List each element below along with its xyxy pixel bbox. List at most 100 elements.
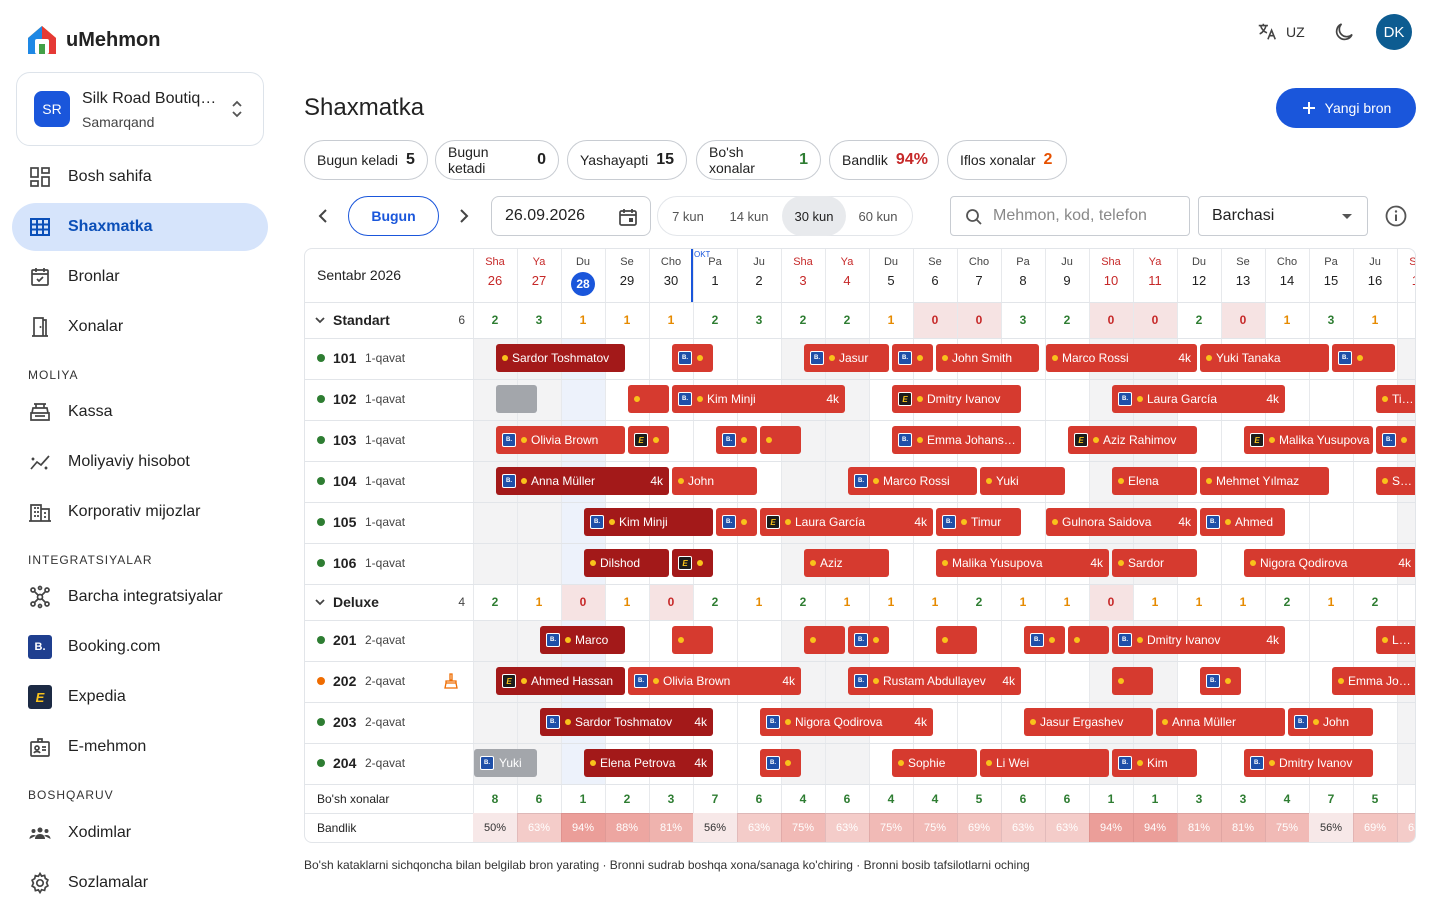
dark-mode-icon[interactable] xyxy=(1332,20,1356,44)
booking-bar[interactable]: Mehmet Yılmaz xyxy=(1200,467,1329,495)
nav-item-kassa[interactable]: Kassa xyxy=(12,388,268,436)
booking-bar[interactable]: B. Yuki xyxy=(474,749,537,777)
booking-bar[interactable]: B. Dmitry Ivanov 4k xyxy=(1112,626,1285,654)
room-number[interactable]: 102 xyxy=(333,391,357,407)
booking-bar[interactable]: B. Rustam Abdullayev 4k xyxy=(848,667,1021,695)
user-avatar[interactable]: DK xyxy=(1376,14,1412,50)
day-header[interactable]: Pa 1 xyxy=(693,249,737,302)
range-7-kun[interactable]: 7 kun xyxy=(672,208,704,224)
booking-bar[interactable]: B. xyxy=(1376,426,1415,454)
booking-bar[interactable]: Sardor xyxy=(1112,549,1197,577)
day-header[interactable]: Ju 9 xyxy=(1045,249,1089,302)
booking-bar[interactable]: B. xyxy=(672,344,713,372)
booking-bar[interactable] xyxy=(672,626,713,654)
room-number[interactable]: 105 xyxy=(333,514,357,530)
nav-item-moliyaviy-hisobot[interactable]: Moliyaviy hisobot xyxy=(12,438,268,486)
collapse-chevron-icon[interactable] xyxy=(313,313,327,327)
collapse-chevron-icon[interactable] xyxy=(313,595,327,609)
booking-bar[interactable]: B. Jasur xyxy=(804,344,889,372)
booking-bar[interactable]: B. xyxy=(716,508,757,536)
room-number[interactable]: 104 xyxy=(333,473,357,489)
day-header[interactable]: Se 29 xyxy=(605,249,649,302)
nav-item-sozlamalar[interactable]: Sozlamalar xyxy=(12,859,268,907)
booking-bar[interactable]: Yuki xyxy=(980,467,1065,495)
booking-bar[interactable]: B. Timur xyxy=(936,508,1021,536)
booking-bar[interactable]: B. xyxy=(1200,667,1241,695)
today-button[interactable]: Bugun xyxy=(348,196,439,236)
nav-item-bosh-sahifa[interactable]: Bosh sahifa xyxy=(12,153,268,201)
room-filter-select[interactable]: Barchasi xyxy=(1198,196,1368,236)
day-header[interactable]: Ya 11 xyxy=(1133,249,1177,302)
day-header[interactable]: Ya 27 xyxy=(517,249,561,302)
nav-item-shaxmatka[interactable]: Shaxmatka xyxy=(12,203,268,251)
booking-bar[interactable] xyxy=(1112,667,1153,695)
booking-bar[interactable] xyxy=(760,426,801,454)
booking-bar[interactable]: Gulnora Saidova 4k xyxy=(1046,508,1197,536)
day-header[interactable]: Cho 30 xyxy=(649,249,693,302)
stat-chip[interactable]: Bugun ketadi 0 xyxy=(435,140,559,180)
calendar-icon[interactable] xyxy=(618,207,638,227)
booking-bar[interactable]: B. Olivia Brown 4k xyxy=(628,667,801,695)
booking-bar[interactable]: B. Dmitry Ivanov xyxy=(1244,749,1373,777)
room-number[interactable]: 202 xyxy=(333,673,357,689)
booking-bar[interactable]: E Ahmed Hassan xyxy=(496,667,625,695)
nav-item-barcha-integratsiyalar[interactable]: Barcha integratsiyalar xyxy=(12,573,268,621)
day-header[interactable]: Pa 15 xyxy=(1309,249,1353,302)
booking-bar[interactable] xyxy=(628,385,669,413)
booking-bar[interactable] xyxy=(804,626,845,654)
booking-bar[interactable]: Marco Rossi 4k xyxy=(1046,344,1197,372)
booking-bar[interactable]: B. Emma Johansson xyxy=(892,426,1021,454)
booking-bar[interactable] xyxy=(1068,626,1109,654)
day-header[interactable]: Du 5 xyxy=(869,249,913,302)
booking-bar[interactable]: B. Olivia Brown xyxy=(496,426,625,454)
nav-item-booking-com[interactable]: B. Booking.com xyxy=(12,623,268,671)
nav-item-e-mehmon[interactable]: E-mehmon xyxy=(12,723,268,771)
day-header[interactable]: Ya 4 xyxy=(825,249,869,302)
booking-bar[interactable]: B. Ahmed xyxy=(1200,508,1285,536)
booking-bar[interactable]: B. John xyxy=(1288,708,1373,736)
nav-item-expedia[interactable]: E Expedia xyxy=(12,673,268,721)
booking-bar[interactable] xyxy=(496,385,537,413)
booking-bar[interactable]: E xyxy=(672,549,713,577)
room-number[interactable]: 204 xyxy=(333,755,357,771)
language-switch[interactable]: UZ xyxy=(1256,20,1305,44)
day-header[interactable]: Se 6 xyxy=(913,249,957,302)
booking-bar[interactable]: Laura xyxy=(1376,626,1415,654)
booking-bar[interactable]: B. xyxy=(1332,344,1395,372)
next-arrow-icon[interactable] xyxy=(453,206,473,226)
category-name[interactable]: Deluxe xyxy=(333,594,379,610)
booking-bar[interactable]: B. Laura García 4k xyxy=(1112,385,1285,413)
booking-bar[interactable]: E Malika Yusupova xyxy=(1244,426,1373,454)
day-header[interactable]: Du 28 xyxy=(561,249,605,302)
stat-chip[interactable]: Yashayapti 15 xyxy=(567,140,687,180)
room-number[interactable]: 103 xyxy=(333,432,357,448)
booking-bar[interactable]: E Laura García 4k xyxy=(760,508,933,536)
date-input[interactable]: 26.09.2026 xyxy=(491,196,651,236)
booking-bar[interactable]: John Smith xyxy=(936,344,1039,372)
booking-bar[interactable]: Timur xyxy=(1376,385,1415,413)
day-header[interactable]: Du 12 xyxy=(1177,249,1221,302)
booking-bar[interactable]: Jasur Ergashev xyxy=(1024,708,1153,736)
app-logo[interactable]: uMehmon xyxy=(24,22,160,58)
booking-bar[interactable]: Nigora Qodirova 4k xyxy=(1244,549,1415,577)
range-14-kun[interactable]: 14 kun xyxy=(729,208,769,224)
booking-bar[interactable]: Aziz xyxy=(804,549,889,577)
stat-chip[interactable]: Iflos xonalar 2 xyxy=(947,140,1067,180)
room-number[interactable]: 203 xyxy=(333,714,357,730)
nav-item-korporativ-mijozlar[interactable]: Korporativ mijozlar xyxy=(12,488,268,536)
booking-bar[interactable]: Elena Petrova 4k xyxy=(584,749,713,777)
new-booking-button[interactable]: Yangi bron xyxy=(1276,88,1416,128)
booking-bar[interactable]: E Dmitry Ivanov xyxy=(892,385,1021,413)
day-header[interactable]: Sha 10 xyxy=(1089,249,1133,302)
day-header[interactable]: Pa 8 xyxy=(1001,249,1045,302)
booking-bar[interactable]: Dilshod xyxy=(584,549,669,577)
day-header[interactable]: Sha 17 xyxy=(1397,249,1415,302)
nav-item-xodimlar[interactable]: Xodimlar xyxy=(12,809,268,857)
stat-chip[interactable]: Bugun keladi 5 xyxy=(304,140,428,180)
stat-chip[interactable]: Bo'sh xonalar 1 xyxy=(696,140,821,180)
booking-bar[interactable]: E Aziz Rahimov xyxy=(1068,426,1197,454)
info-icon[interactable] xyxy=(1384,204,1408,228)
booking-bar[interactable]: B. Kim Minji xyxy=(584,508,713,536)
day-header[interactable]: Ju 2 xyxy=(737,249,781,302)
room-number[interactable]: 201 xyxy=(333,632,357,648)
